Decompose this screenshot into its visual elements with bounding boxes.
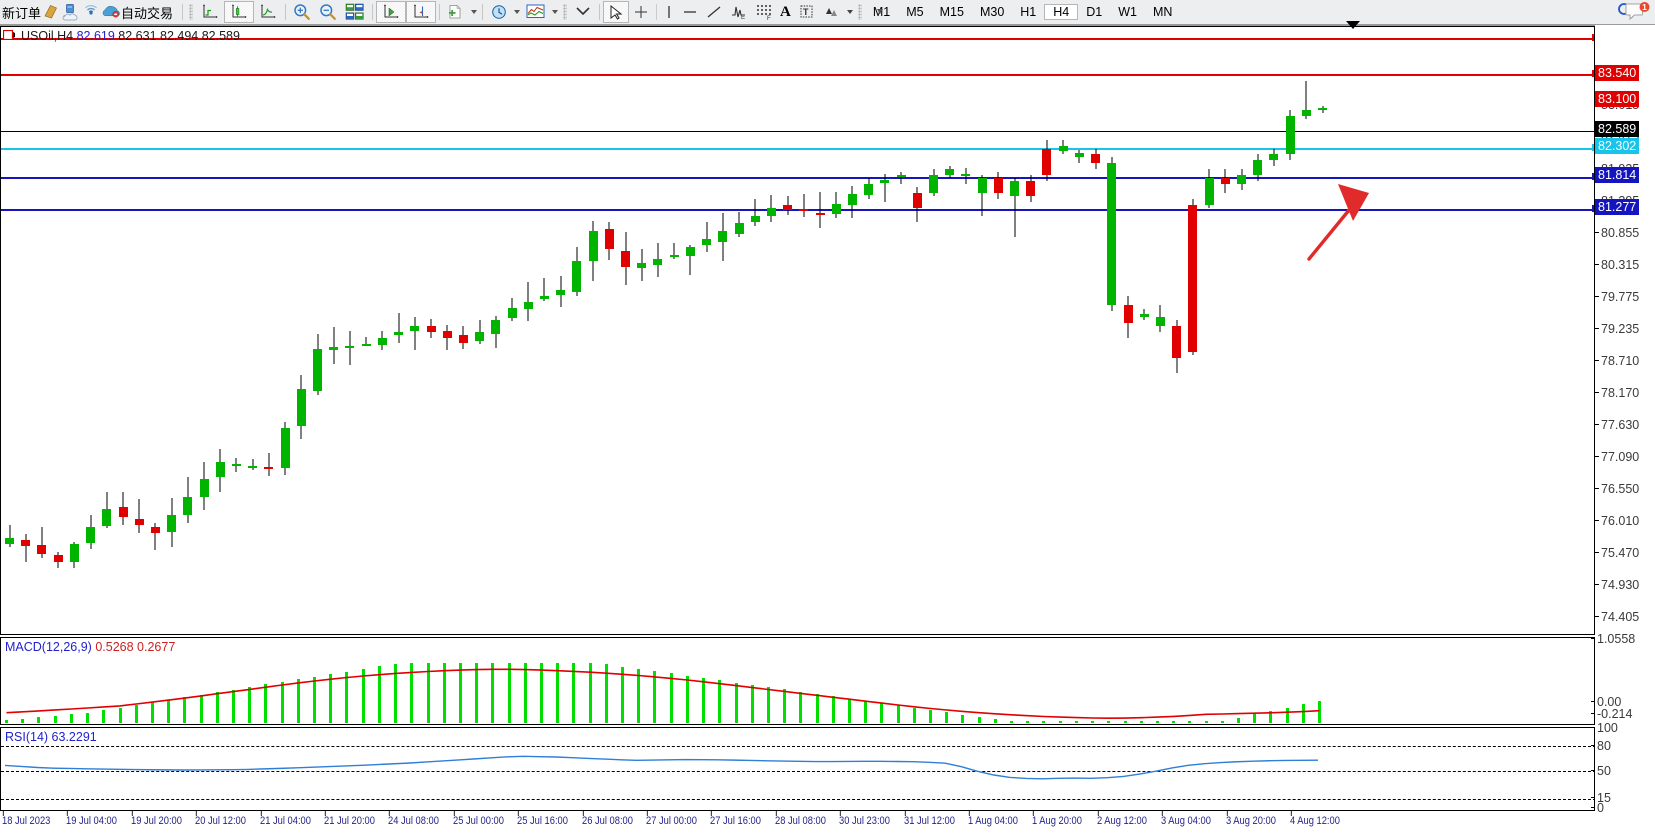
svg-text:F: F [767, 16, 771, 20]
svg-text:T: T [803, 7, 809, 17]
svg-text:1: 1 [1642, 2, 1647, 12]
svg-text:E: E [741, 15, 745, 20]
